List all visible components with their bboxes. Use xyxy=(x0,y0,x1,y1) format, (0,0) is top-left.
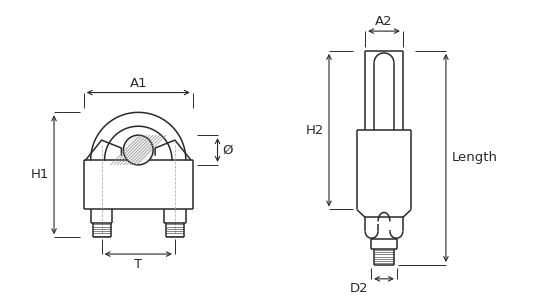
Text: Ø: Ø xyxy=(223,144,233,156)
Text: A2: A2 xyxy=(375,15,393,28)
Text: Length: Length xyxy=(452,152,498,164)
Circle shape xyxy=(123,135,153,165)
Text: H2: H2 xyxy=(306,124,324,137)
Text: D2: D2 xyxy=(349,282,368,295)
Text: T: T xyxy=(134,258,142,271)
Text: A1: A1 xyxy=(129,77,147,90)
Text: H1: H1 xyxy=(31,168,49,181)
